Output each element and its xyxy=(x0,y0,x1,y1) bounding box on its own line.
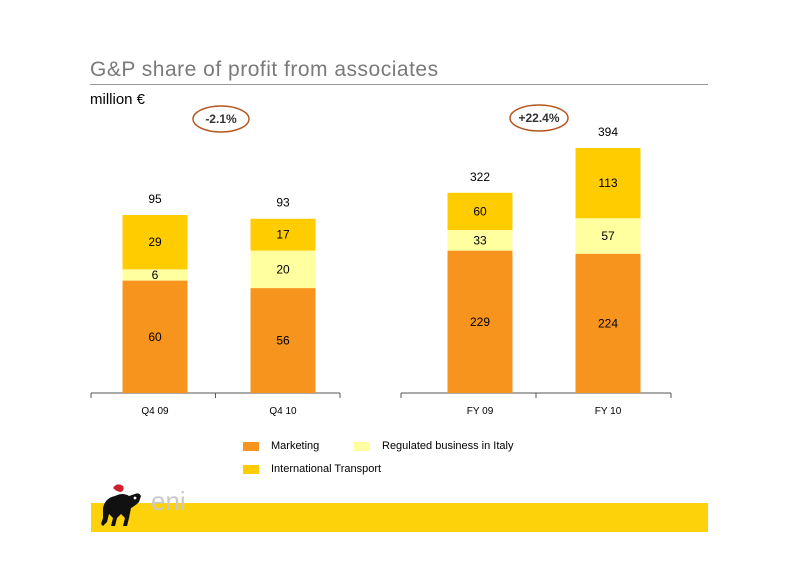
legend-label: International Transport xyxy=(271,463,382,475)
footer-bar xyxy=(91,503,708,532)
bar-segment-regulated xyxy=(122,269,188,281)
bar-segment-regulated xyxy=(447,230,513,251)
six-legged-dog-icon xyxy=(101,484,141,526)
total-label: 322 xyxy=(470,170,490,184)
change-badge xyxy=(509,104,569,132)
category-label: Q4 10 xyxy=(269,406,297,417)
legend-item-regulated: Regulated business in Italy xyxy=(354,440,513,452)
change-badge xyxy=(192,105,250,133)
change-badge-label: +22.4% xyxy=(518,111,559,125)
data-label: 29 xyxy=(148,235,162,249)
category-label: Q4 09 xyxy=(141,406,169,417)
total-label: 93 xyxy=(276,196,290,210)
data-label: 57 xyxy=(601,229,615,243)
legend-label: Marketing xyxy=(271,440,320,452)
legend-item-transport: International Transport xyxy=(243,463,381,475)
bar-segment-regulated xyxy=(575,218,641,254)
unit-label: million € xyxy=(90,91,146,108)
data-label: 56 xyxy=(276,334,290,348)
title-divider xyxy=(90,84,708,85)
legend-swatch-transport xyxy=(243,464,259,474)
data-label: 17 xyxy=(276,228,290,242)
bar-segment-regulated xyxy=(250,250,316,289)
category-label: FY 09 xyxy=(467,406,494,417)
total-label: 95 xyxy=(148,192,162,206)
data-label: 6 xyxy=(152,268,159,282)
bar-segment-transport xyxy=(447,192,513,231)
data-label: 60 xyxy=(148,330,162,344)
total-label: 394 xyxy=(598,125,618,139)
data-label: 229 xyxy=(470,315,490,329)
bar-segment-transport xyxy=(250,218,316,251)
data-label: 113 xyxy=(598,176,617,190)
legend-swatch-marketing xyxy=(243,441,259,451)
bar-segment-transport xyxy=(122,215,188,270)
legend-swatch-regulated xyxy=(354,441,370,451)
data-label: 20 xyxy=(276,262,290,276)
bar-segment-marketing xyxy=(250,288,316,393)
eni-logo: eni xyxy=(101,484,186,526)
bar-segment-marketing xyxy=(575,253,641,393)
bar-segment-marketing xyxy=(447,250,513,393)
data-label: 224 xyxy=(598,316,618,330)
bar-segment-marketing xyxy=(122,280,188,393)
legend-item-marketing: Marketing xyxy=(243,440,319,452)
page-title: G&P share of profit from associates xyxy=(90,58,439,81)
data-label: 60 xyxy=(473,204,487,218)
bar-segment-transport xyxy=(575,148,641,219)
category-label: FY 10 xyxy=(595,406,622,417)
change-badge-label: -2.1% xyxy=(205,112,237,126)
data-label: 33 xyxy=(473,233,487,247)
svg-text:eni: eni xyxy=(151,486,186,516)
legend-label: Regulated business in Italy xyxy=(382,440,514,452)
